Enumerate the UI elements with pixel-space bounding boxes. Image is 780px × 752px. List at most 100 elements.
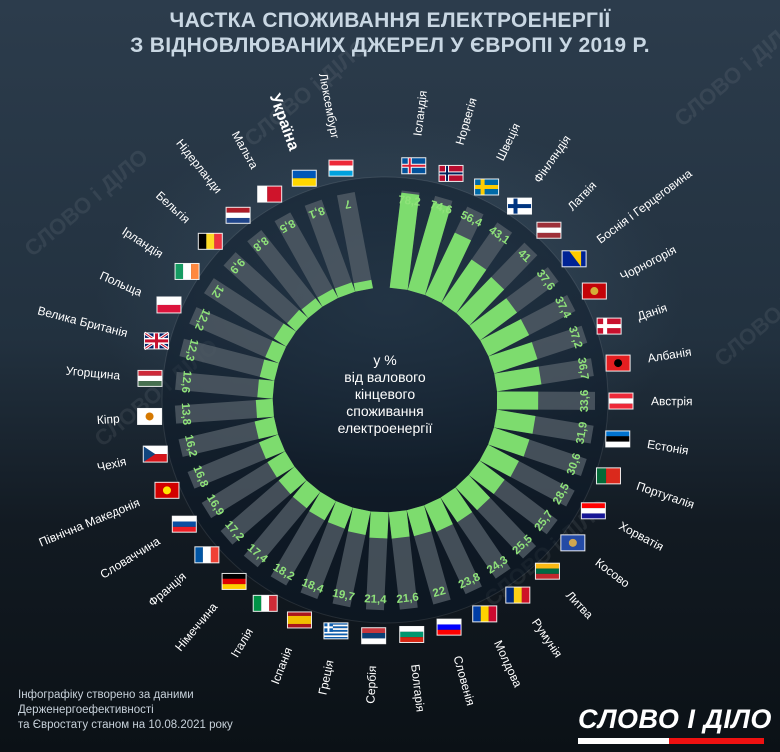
bar-track-велика-британія [179,338,279,381]
bar-угорщина [257,379,275,399]
bar-track-люксембург [336,192,373,292]
country-label-португалія: Португалія [635,479,697,512]
bar-rect [301,298,323,318]
italy-flag [252,594,278,612]
bar-rect [468,460,505,495]
country-label-іспанія: Іспанія [268,645,295,686]
bar-іспанія [327,501,353,529]
chart-title-line-1: ЧАСТКА СПОЖИВАННЯ ЕЛЕКТРОЕНЕРГІЇ [169,9,611,32]
value-label-сербія: 21,4 [364,593,388,606]
country-label-бельгія: Бельгія [153,188,193,226]
bar-rect [259,359,279,381]
bar-болгарія [388,510,410,539]
value-label-словенія: 22 [432,585,448,600]
bar-боснія-і-герцеговина [469,298,518,341]
bar-rect [278,466,307,495]
bar-rect [488,342,538,374]
bar-track-rect [174,398,274,424]
bar-track-чехія [178,416,279,457]
country-label-чехія: Чехія [96,454,128,474]
bar-північна-македонія [259,434,285,460]
country-label-сербія: Сербія [363,665,379,704]
bar-фінляндія [441,259,487,314]
bar-косово [468,460,505,495]
country-label-косово: Косово [592,555,632,590]
bar-track-rect [247,230,323,318]
bar-track-нідерланди [247,230,323,318]
country-label-естонія: Естонія [646,437,689,458]
bar-rect [265,340,287,364]
bar-нідерланди [301,298,323,318]
bar-rect [441,259,487,314]
value-label-албанія: 36,7 [575,357,590,381]
bar-італія [309,491,336,521]
bar-чорногорія [480,319,530,357]
value-label-австрія: 33,6 [579,390,591,412]
country-label-україна: Україна [266,92,302,153]
source-note-line-3: та Євростату станом на 10.08.2021 року [18,719,233,731]
country-label-данія: Данія [635,300,668,323]
bar-track-північна-македонія [187,434,285,489]
country-label-словаччина: Словаччина [98,534,163,582]
bar-румунія [440,487,473,523]
ukraine-flag [291,169,317,187]
value-label-україна: 8,1 [306,204,326,221]
slovakia-flag [171,515,197,533]
portugal-flag [595,467,621,485]
bar-rect [456,277,505,326]
value-label-естонія: 31,9 [574,421,590,445]
chart-title-line-2: З ВІДНОВЛЮВАНИХ ДЖЕРЕЛ У ЄВРОПІ У 2019 Р… [130,34,650,57]
bar-track-україна [304,199,356,298]
bar-rect [369,511,389,539]
country-label-румунія: Румунія [529,616,565,660]
center-caption: у % від валового кінцевого споживання ел… [300,352,470,437]
bar-track-кіпр [174,398,274,424]
bar-чехія [254,416,279,439]
bar-rect [254,416,279,439]
country-label-чорногорія: Чорногорія [618,243,679,284]
bar-албанія [494,366,542,392]
czechia-flag [142,445,168,463]
bar-track-польща [189,307,287,364]
bar-rect [424,497,453,532]
center-caption-line-4: споживання [346,403,424,419]
cyprus-flag [137,407,163,425]
bar-словенія [406,505,432,537]
albania-flag [605,354,631,372]
country-label-молдова: Молдова [491,638,525,690]
bar-мальта [317,288,339,307]
country-label-греція: Греція [316,659,337,696]
slovenia-flag [436,618,462,636]
uk-flag [143,331,170,351]
bar-track-rect [223,252,309,332]
greece-flag [323,622,349,640]
bar-литва [455,475,491,511]
country-label-австрія: Австрія [651,394,693,408]
bar-греція [347,507,371,536]
bar-rect [496,391,539,410]
bar-люксембург [353,279,373,292]
bar-франція [278,466,307,495]
bar-track-rect [274,212,339,307]
bulgaria-flag [399,625,425,643]
value-label-угорщина: 12,6 [179,370,193,393]
bar-естонія [493,409,536,434]
country-label-німеччина: Німеччина [172,600,220,654]
value-label-ірландія: 12 [209,282,226,299]
bosnia-flag [561,250,587,268]
bar-rect [273,323,296,347]
bar-rect [406,505,432,537]
france-flag [194,546,220,564]
bar-track-rect [178,416,279,457]
country-label-болгарія: Болгарія [408,663,427,712]
spain-flag [286,611,312,629]
bar-track-мальта [274,212,339,307]
bar-track-бельгія [223,252,309,332]
hungary-flag [137,369,163,387]
brand-logo-underline [578,738,764,744]
bar-rect [255,398,274,418]
bar-польща [265,340,287,364]
bar-rect [317,288,339,307]
